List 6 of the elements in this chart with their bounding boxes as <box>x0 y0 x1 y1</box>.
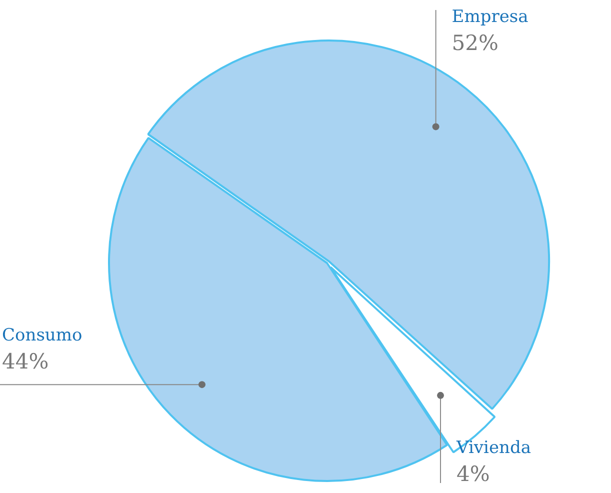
slice-label: Consumo <box>2 326 82 346</box>
data-label: 52% <box>452 31 498 55</box>
slice-label: Empresa <box>452 7 528 27</box>
slice-label: Vivienda <box>455 438 531 458</box>
data-label: 44% <box>2 350 49 374</box>
data-label: 4% <box>456 462 490 486</box>
